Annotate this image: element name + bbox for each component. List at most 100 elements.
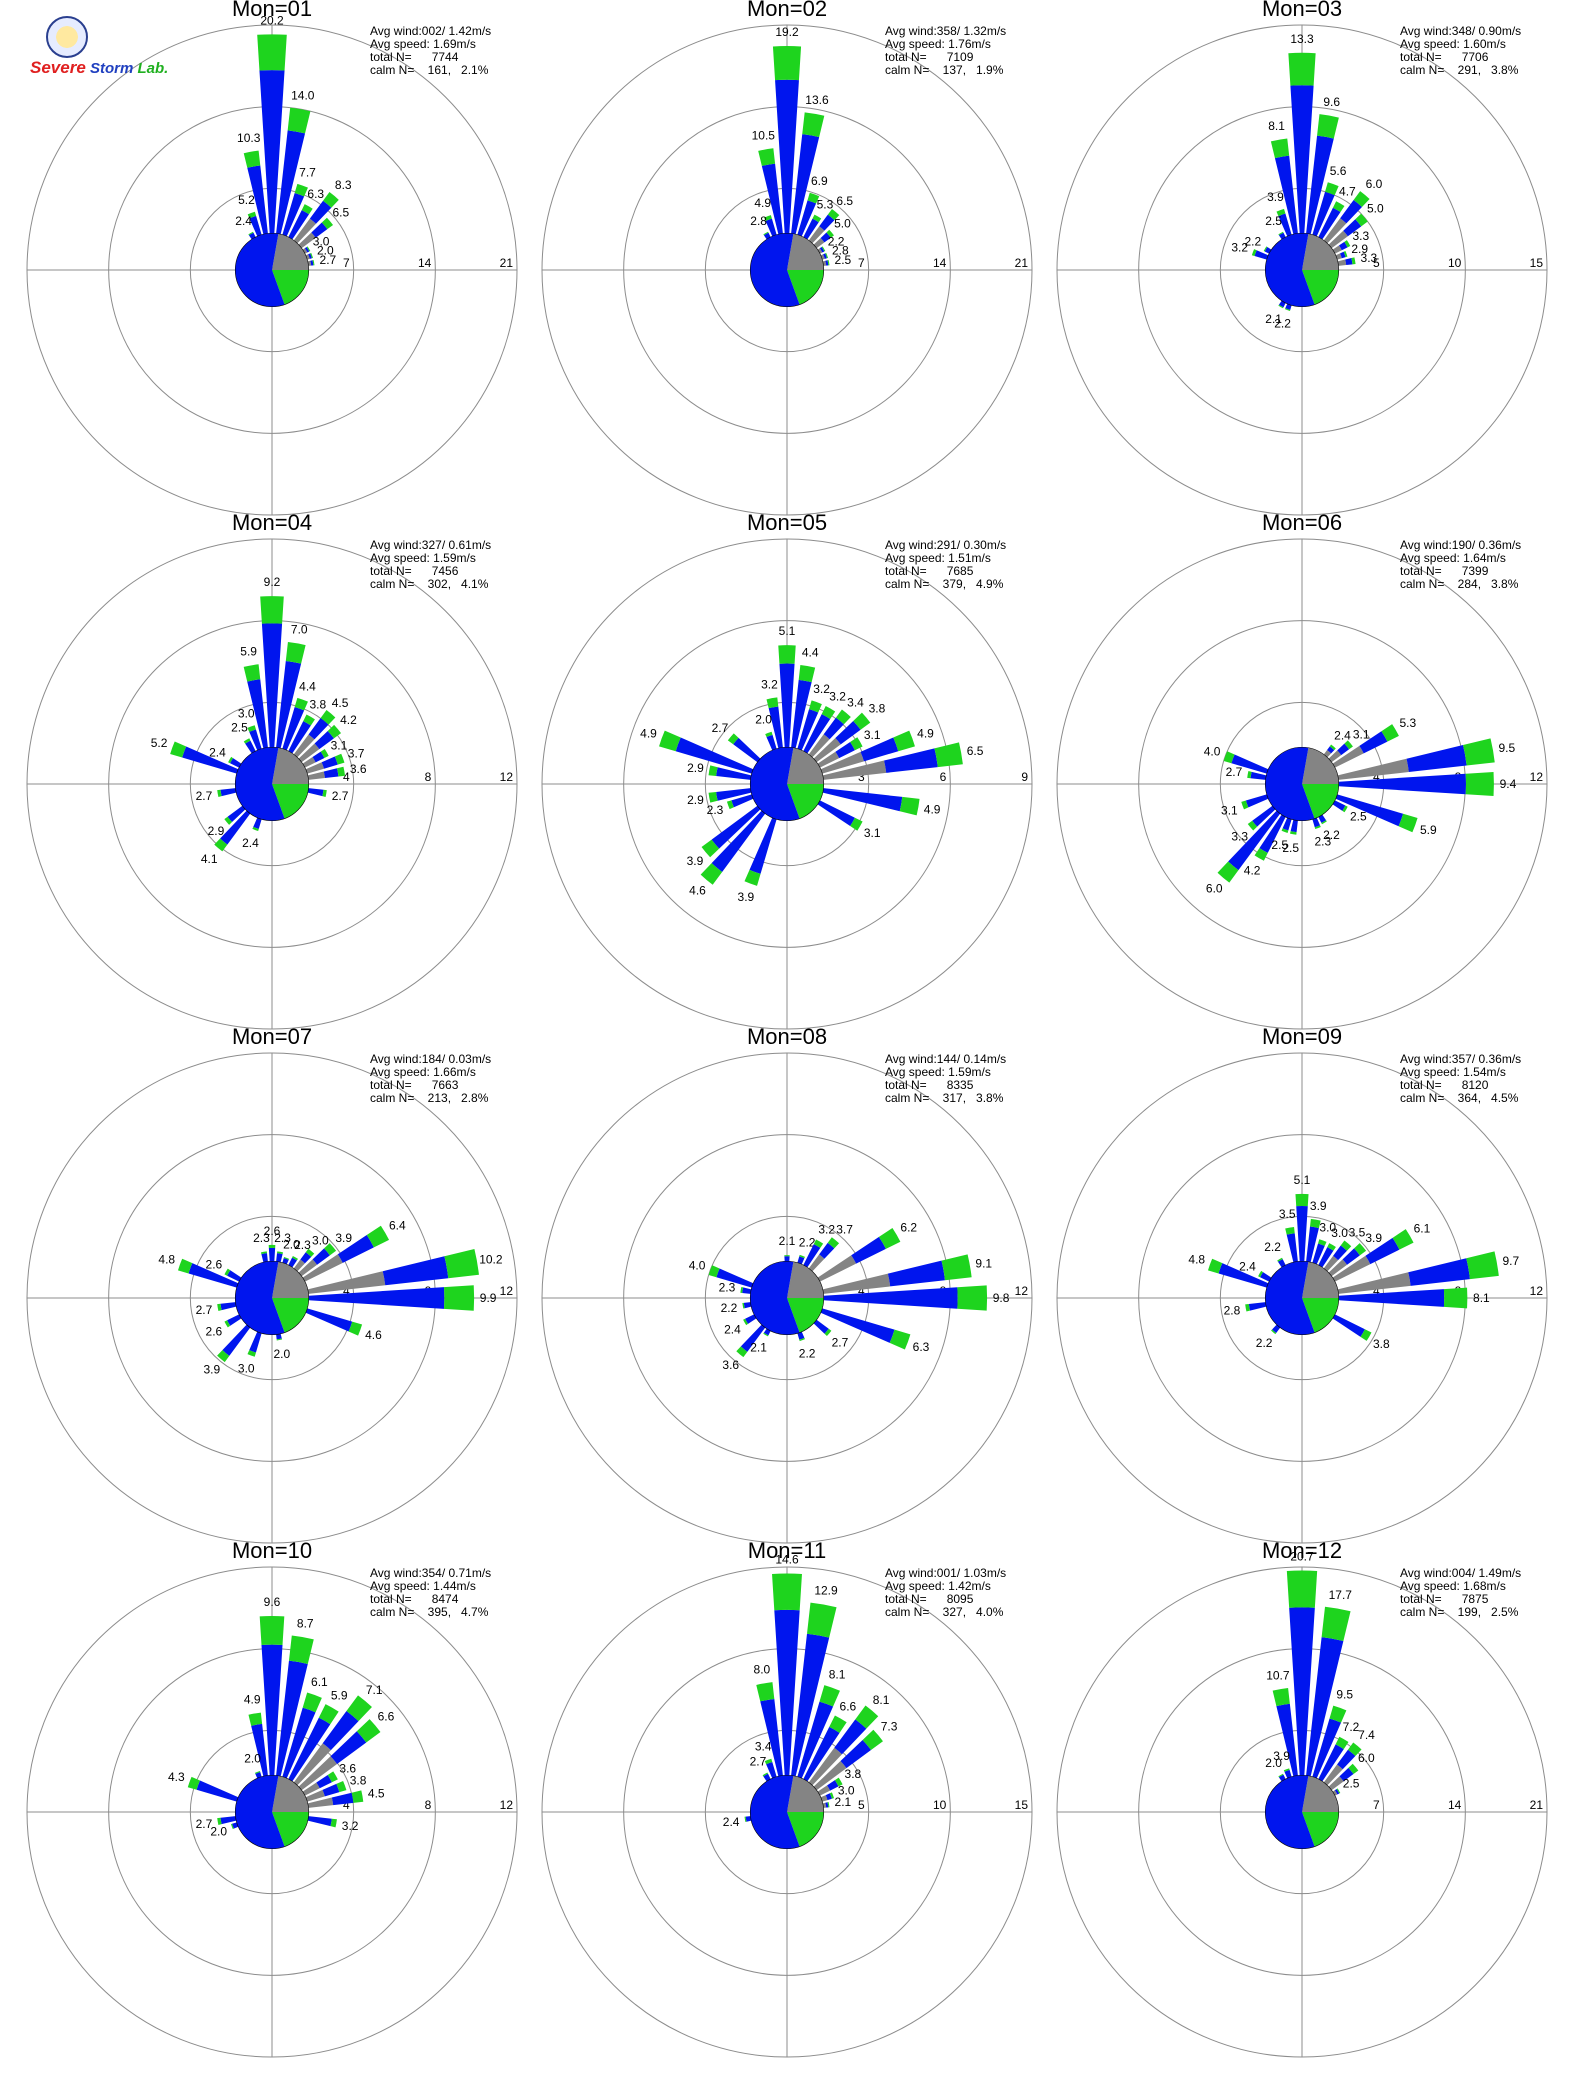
bar-value-label: 8.1 [1268,119,1285,133]
bar-blue-segment [760,1698,783,1777]
bar-value-label: 4.9 [924,803,941,817]
bar-value-label: 2.7 [196,1817,213,1831]
bar-blue-segment [803,1244,821,1268]
bar-blue-segment [823,717,844,740]
hub-blue-sector [750,1261,800,1335]
bar-value-label: 3.4 [755,1740,772,1754]
bar-value-label: 2.0 [210,1824,227,1838]
bar-value-label: 2.3 [294,1238,311,1252]
hub-green-sector [787,1812,824,1847]
ring-tick-label: 12 [500,770,514,784]
bar-blue-segment [884,748,938,773]
hub-outline [749,1774,825,1850]
bar-green-segment [1314,825,1321,830]
bar-green-segment [324,1243,337,1256]
bar-blue-segment [227,1270,242,1282]
bar-gray-segment [1323,1255,1339,1272]
bar-green-segment [1353,191,1370,208]
ring-tick-label: 15 [1015,1798,1029,1812]
bar-green-segment [708,791,718,803]
info-line: calm N= 137, 1.9% [885,63,1004,77]
bar-green-segment [772,1573,802,1611]
bar-value-label: 3.8 [350,1774,367,1788]
bar-green-segment [1285,1226,1295,1235]
bar-green-segment [336,1780,347,1793]
bar-value-label: 3.5 [1349,1226,1366,1240]
info-line: total N= 7663 [370,1078,459,1092]
bar-value-label: 4.9 [244,1693,261,1707]
bar-green-segment [819,1685,840,1707]
bar-value-label: 7.3 [881,1719,898,1733]
bar-gray-segment [1337,1272,1411,1294]
bar-value-label: 4.9 [917,727,934,741]
bar-value-label: 9.9 [480,1291,497,1305]
bar-green-segment [217,1350,230,1363]
info-line: Avg wind:184/ 0.03m/s [370,1052,491,1066]
info-line: total N= 8335 [885,1078,974,1092]
hub-gray-sector [787,747,824,784]
hub-green-sector [1302,270,1339,305]
bar-value-label: 4.5 [368,1787,385,1801]
bar-value-label: 2.7 [196,789,213,803]
bar-value-label: 3.7 [836,1222,853,1236]
bar-blue-segment [322,1711,359,1751]
bar-green-segment [850,737,863,751]
bar-green-segment [287,107,311,134]
bar-blue-segment [1312,817,1321,828]
bar-blue-segment [1248,1302,1267,1311]
bar-green-segment [829,1715,847,1733]
bar-blue-segment [775,79,799,234]
bar-value-label: 2.2 [1274,316,1291,330]
bar-blue-segment [1338,1289,1445,1307]
bar-green-segment [323,192,339,208]
hub-green-sector [787,270,824,305]
info-line: Avg wind:348/ 0.90m/s [1400,24,1521,38]
ring-tick-label: 7 [1373,1798,1380,1812]
bar-value-label: 4.3 [168,1770,185,1784]
chart-title: Mon=12 [1262,1538,1342,1563]
bar-green-segment [224,1268,231,1276]
bar-gray-segment [307,1271,386,1294]
ring-tick-label: 12 [1530,770,1544,784]
bar-green-segment [1263,246,1268,252]
bar-value-label: 2.0 [1265,1756,1282,1770]
bar-blue-segment [813,1319,829,1334]
bar-blue-segment [1218,1263,1269,1288]
bar-gray-segment [1328,1259,1348,1277]
bar-blue-segment [774,1609,800,1776]
bar-green-segment [301,204,313,215]
ring-tick-label: 3 [858,770,865,784]
bar-blue-segment [745,1816,752,1822]
hub-blue-sector [750,747,800,821]
bar-value-label: 4.8 [1188,1253,1205,1267]
bar-green-segment [318,1704,339,1725]
bar-value-label: 2.0 [274,1347,291,1361]
bar-blue-segment [835,720,861,745]
bar-blue-segment [307,1816,332,1827]
bar-value-label: 10.5 [752,129,776,143]
bar-value-label: 4.9 [754,196,771,210]
bar-value-label: 4.6 [689,884,706,898]
ring-tick-label: 10 [1448,256,1462,270]
bar-green-segment [1327,1243,1336,1251]
bar-blue-segment [1318,1247,1334,1268]
chart-title: Mon=07 [232,1024,312,1049]
bar-gray-segment [1328,750,1342,763]
bar-blue-segment [1278,213,1292,237]
bar-green-segment [700,863,723,885]
bar-value-label: 2.8 [832,244,849,258]
bar-value-label: 2.0 [317,244,334,258]
ring-tick-label: 4 [1373,1284,1380,1298]
bar-value-label: 2.4 [1239,1260,1256,1274]
bar-gray-segment [1332,245,1342,254]
bar-green-segment [778,645,796,664]
bar-green-segment [807,192,820,204]
ring-tick-label: 12 [1015,1284,1029,1298]
chart-title: Mon=02 [747,0,827,21]
bar-green-segment [934,742,963,768]
bar-green-segment [1283,1768,1290,1772]
bar-green-segment [1317,114,1339,139]
bar-green-segment [824,1328,832,1337]
bar-blue-segment [220,1816,237,1825]
